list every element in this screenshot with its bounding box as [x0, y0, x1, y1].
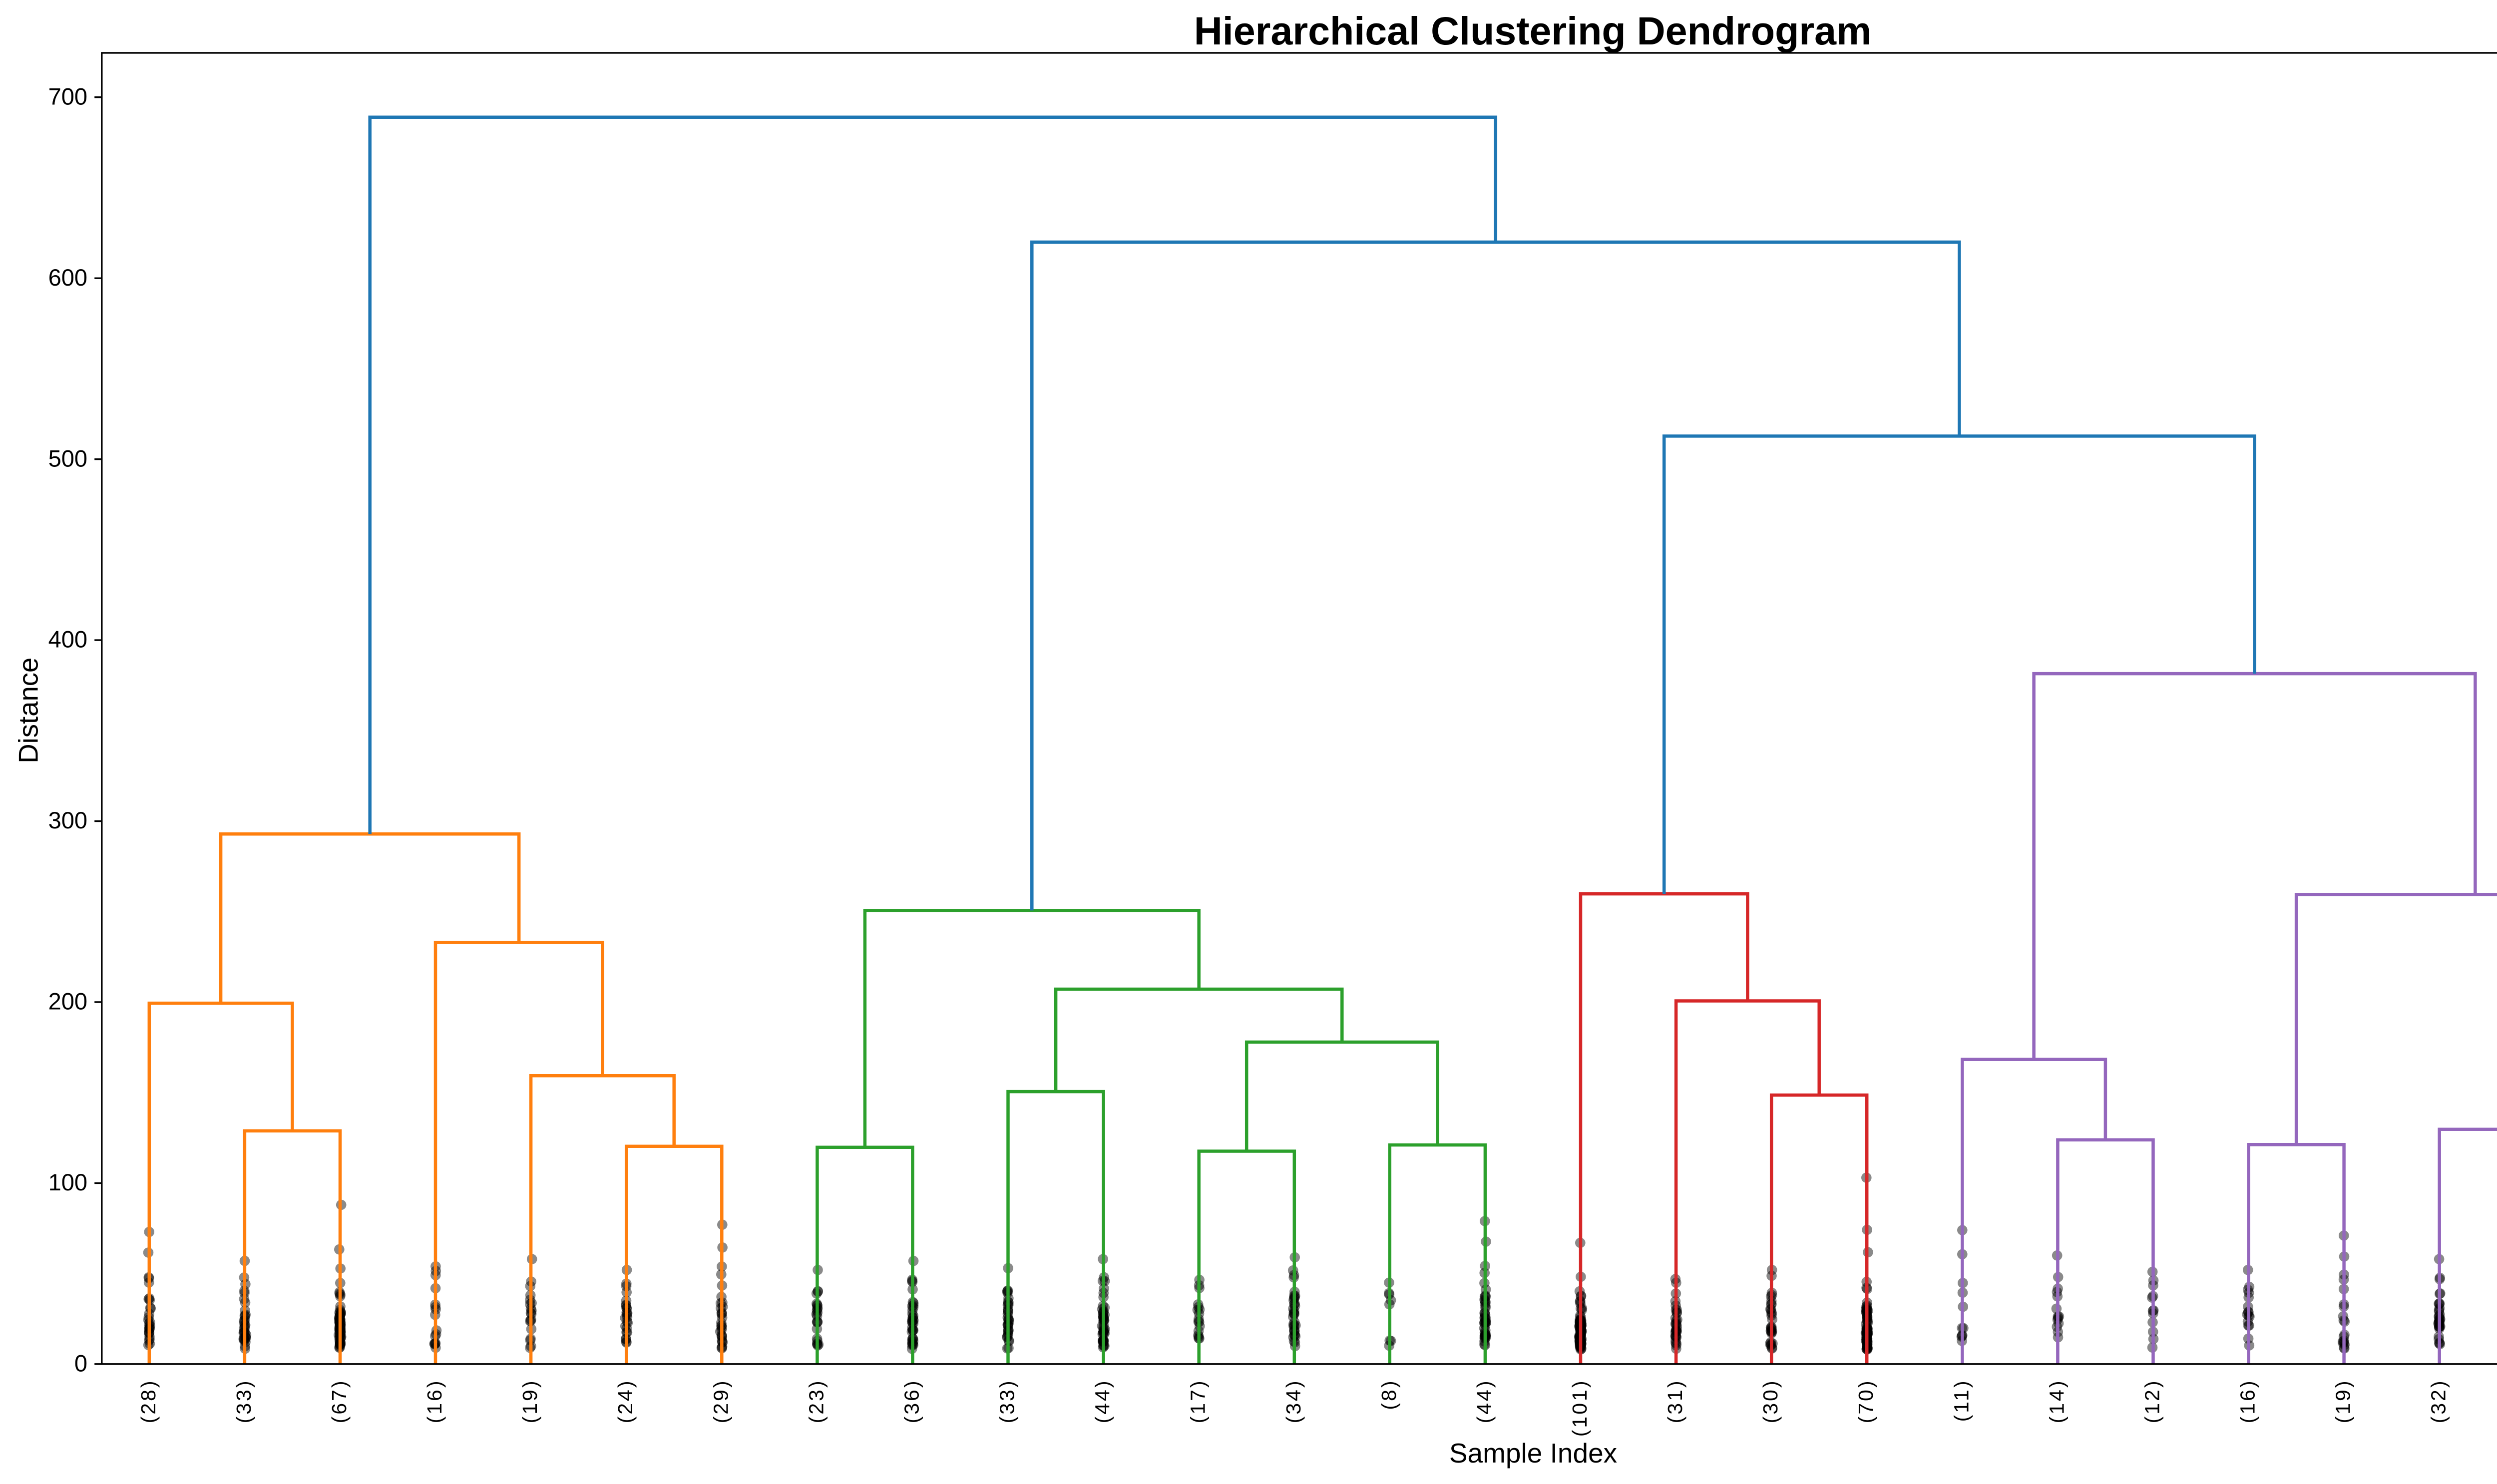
svg-text:(11): (11) — [1950, 1379, 1973, 1422]
svg-text:100: 100 — [48, 1169, 87, 1195]
svg-text:(30): (30) — [1759, 1379, 1782, 1424]
svg-text:(101): (101) — [1568, 1379, 1591, 1437]
svg-text:(19): (19) — [2332, 1379, 2355, 1424]
svg-text:(8): (8) — [1377, 1379, 1400, 1410]
svg-text:700: 700 — [48, 83, 87, 109]
svg-text:(36): (36) — [900, 1379, 923, 1424]
svg-text:(34): (34) — [1282, 1379, 1305, 1424]
svg-text:(32): (32) — [2427, 1379, 2450, 1424]
svg-text:(14): (14) — [2045, 1379, 2068, 1424]
svg-text:Hierarchical Clustering Dendro: Hierarchical Clustering Dendrogram — [1194, 8, 1872, 53]
svg-text:(33): (33) — [232, 1379, 255, 1424]
svg-text:600: 600 — [48, 264, 87, 291]
svg-text:(44): (44) — [1091, 1379, 1114, 1424]
svg-text:(24): (24) — [614, 1379, 637, 1424]
svg-text:(31): (31) — [1664, 1379, 1686, 1424]
svg-text:(29): (29) — [709, 1379, 732, 1424]
svg-text:(16): (16) — [2236, 1379, 2259, 1424]
svg-text:(23): (23) — [805, 1379, 828, 1424]
svg-text:(19): (19) — [518, 1379, 541, 1424]
svg-text:200: 200 — [48, 988, 87, 1015]
svg-text:(28): (28) — [137, 1379, 160, 1424]
svg-text:(12): (12) — [2141, 1379, 2164, 1424]
svg-text:0: 0 — [74, 1350, 87, 1377]
svg-text:(44): (44) — [1473, 1379, 1496, 1424]
svg-text:300: 300 — [48, 807, 87, 833]
svg-text:400: 400 — [48, 626, 87, 653]
svg-text:(33): (33) — [996, 1379, 1019, 1424]
svg-text:(70): (70) — [1854, 1379, 1877, 1424]
svg-text:500: 500 — [48, 445, 87, 471]
svg-text:(16): (16) — [423, 1379, 446, 1424]
svg-text:(17): (17) — [1187, 1379, 1210, 1424]
svg-text:Sample Index: Sample Index — [1449, 1438, 1617, 1469]
svg-text:(67): (67) — [328, 1379, 351, 1424]
svg-text:Distance: Distance — [13, 658, 43, 763]
